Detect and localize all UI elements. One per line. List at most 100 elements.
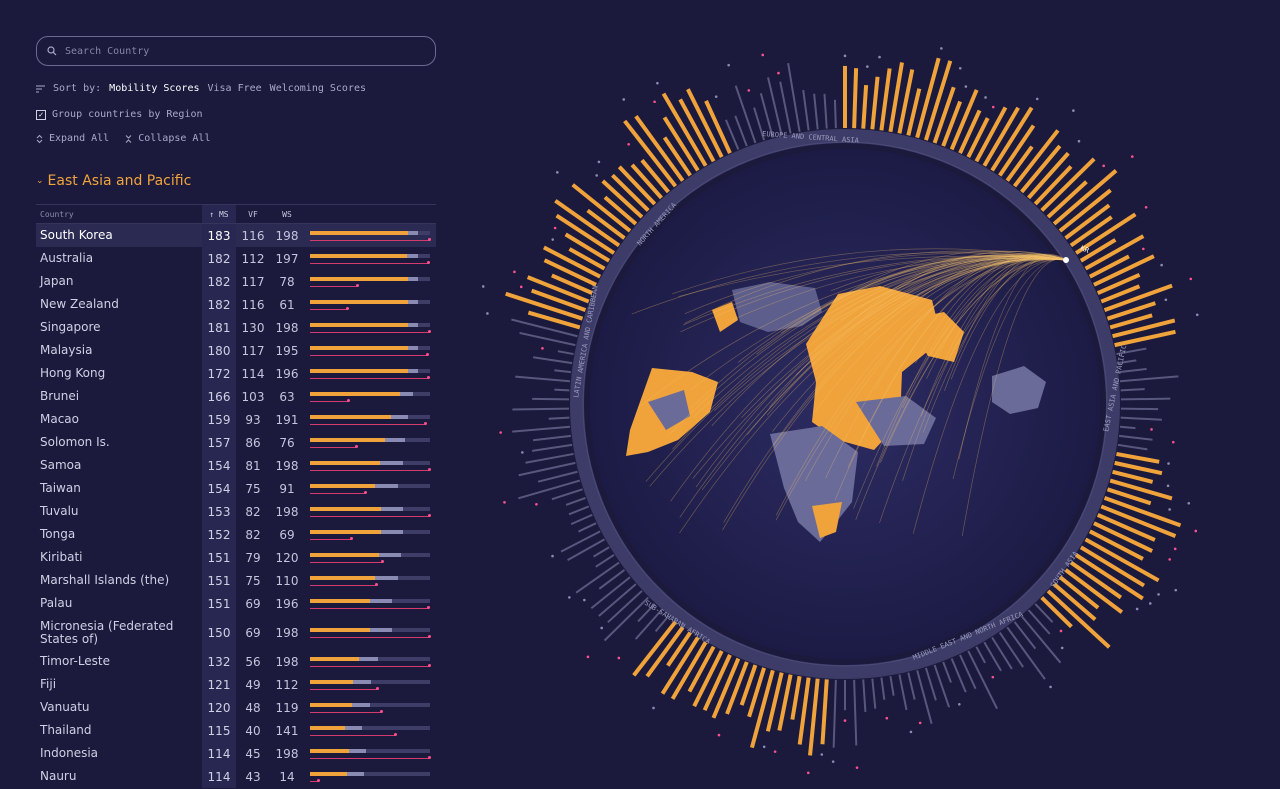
- table-row[interactable]: Brunei 166 103 63: [36, 385, 436, 408]
- radial-bar[interactable]: [1117, 359, 1137, 365]
- radial-bar[interactable]: [560, 530, 601, 553]
- radial-bar[interactable]: [975, 646, 986, 664]
- table-row[interactable]: Malaysia 180 117 195: [36, 339, 436, 362]
- radial-bar[interactable]: [724, 119, 740, 150]
- radial-bar[interactable]: [654, 615, 670, 632]
- radial-bar[interactable]: [932, 86, 956, 144]
- radial-bar[interactable]: [590, 576, 631, 610]
- table-row[interactable]: Japan 182 117 78: [36, 270, 436, 293]
- radial-bar[interactable]: [603, 596, 649, 642]
- radial-bar[interactable]: [518, 479, 581, 500]
- radial-bar[interactable]: [759, 93, 774, 138]
- radial-bar[interactable]: [1069, 215, 1113, 248]
- radial-bar[interactable]: [1093, 254, 1155, 287]
- expand-all-button[interactable]: Expand All: [36, 133, 109, 144]
- radial-bar[interactable]: [617, 165, 657, 206]
- radial-bar[interactable]: [1027, 151, 1070, 200]
- table-row[interactable]: Vanuatu 120 48 119: [36, 696, 436, 719]
- radial-bar[interactable]: [924, 667, 937, 701]
- sort-welcoming-scores[interactable]: Welcoming Scores: [269, 83, 366, 94]
- radial-bar[interactable]: [601, 179, 644, 219]
- radial-bar[interactable]: [725, 661, 749, 715]
- radial-bar[interactable]: [632, 620, 678, 677]
- radial-bar[interactable]: [595, 554, 615, 568]
- radial-bar[interactable]: [611, 173, 650, 212]
- radial-bar[interactable]: [1006, 626, 1046, 680]
- radial-bar[interactable]: [966, 117, 990, 158]
- col-vf[interactable]: VF: [248, 209, 258, 219]
- radial-bar[interactable]: [525, 452, 574, 464]
- table-row[interactable]: New Zealand 182 116 61: [36, 293, 436, 316]
- radial-bar[interactable]: [942, 661, 952, 683]
- radial-bar[interactable]: [568, 247, 606, 271]
- radial-bar[interactable]: [1120, 388, 1145, 392]
- col-country[interactable]: Country: [40, 209, 74, 219]
- radial-bar[interactable]: [1027, 609, 1051, 635]
- radial-bar[interactable]: [519, 331, 576, 347]
- table-row[interactable]: Kiribati 151 79 120: [36, 546, 436, 569]
- radial-bar[interactable]: [1012, 129, 1060, 188]
- radial-bar[interactable]: [551, 273, 594, 295]
- radial-bar[interactable]: [1096, 272, 1141, 295]
- table-row[interactable]: Marshall Islands (the) 151 75 110: [36, 569, 436, 592]
- radial-bar[interactable]: [1119, 425, 1136, 430]
- radial-bar[interactable]: [889, 676, 895, 696]
- radial-bar[interactable]: [1064, 568, 1124, 614]
- radial-bar[interactable]: [1096, 513, 1156, 542]
- radial-bar[interactable]: [1093, 521, 1154, 553]
- radial-bar[interactable]: [692, 650, 724, 708]
- table-row[interactable]: Taiwan 154 75 91: [36, 477, 436, 500]
- radial-bar[interactable]: [1079, 238, 1117, 263]
- radial-bar[interactable]: [1103, 283, 1173, 312]
- radial-bar[interactable]: [711, 657, 741, 719]
- radial-bar[interactable]: [820, 679, 829, 745]
- radial-bar[interactable]: [790, 675, 802, 720]
- search-input[interactable]: [63, 44, 407, 58]
- radial-bar[interactable]: [767, 77, 783, 136]
- radial-bar[interactable]: [527, 310, 581, 330]
- radial-bar[interactable]: [915, 57, 941, 139]
- radial-bar[interactable]: [861, 85, 869, 129]
- table-row[interactable]: Timor-Leste 132 56 198: [36, 650, 436, 673]
- radial-bar[interactable]: [640, 158, 670, 194]
- radial-bar[interactable]: [1058, 188, 1112, 233]
- radial-bar[interactable]: [1119, 367, 1147, 374]
- table-row[interactable]: Tuvalu 153 82 198: [36, 500, 436, 523]
- table-row[interactable]: Micronesia (Federated States of) 150 69 198: [36, 615, 436, 650]
- radial-bar[interactable]: [832, 679, 837, 748]
- table-row[interactable]: Tonga 152 82 69: [36, 523, 436, 546]
- radial-bar[interactable]: [1109, 313, 1153, 330]
- radial-bar[interactable]: [779, 81, 792, 134]
- radial-bar[interactable]: [702, 654, 732, 712]
- radial-bar[interactable]: [1088, 529, 1144, 561]
- radial-bar[interactable]: [530, 288, 587, 312]
- radial-bar[interactable]: [1114, 329, 1176, 348]
- radial-bar[interactable]: [1103, 496, 1182, 528]
- radial-bar[interactable]: [634, 115, 685, 182]
- radial-bar[interactable]: [933, 664, 951, 708]
- radial-bar[interactable]: [687, 645, 716, 693]
- radial-bar[interactable]: [607, 590, 643, 624]
- radial-bar[interactable]: [924, 60, 953, 141]
- radial-bar[interactable]: [1084, 537, 1160, 583]
- radial-bar[interactable]: [1046, 180, 1088, 219]
- radial-bar[interactable]: [967, 650, 998, 710]
- group-by-region-toggle[interactable]: ✓ Group countries by Region: [36, 109, 203, 120]
- col-ms[interactable]: ↑ MS: [202, 205, 236, 223]
- radial-bar[interactable]: [512, 407, 570, 411]
- radial-bar[interactable]: [1046, 589, 1111, 649]
- radial-bar[interactable]: [833, 99, 837, 129]
- radial-bar[interactable]: [1052, 582, 1097, 621]
- radial-bar[interactable]: [543, 258, 597, 287]
- radial-bar[interactable]: [1116, 451, 1160, 464]
- radial-bar[interactable]: [808, 678, 820, 756]
- radial-bar[interactable]: [1117, 443, 1148, 451]
- radial-bar[interactable]: [916, 670, 933, 725]
- radial-bar[interactable]: [897, 69, 915, 134]
- radial-bar[interactable]: [787, 63, 801, 132]
- radial-bar[interactable]: [532, 443, 573, 452]
- search-box[interactable]: [36, 36, 436, 66]
- radial-bar[interactable]: [998, 631, 1024, 668]
- radial-bar[interactable]: [532, 397, 570, 401]
- radial-bar[interactable]: [557, 350, 574, 356]
